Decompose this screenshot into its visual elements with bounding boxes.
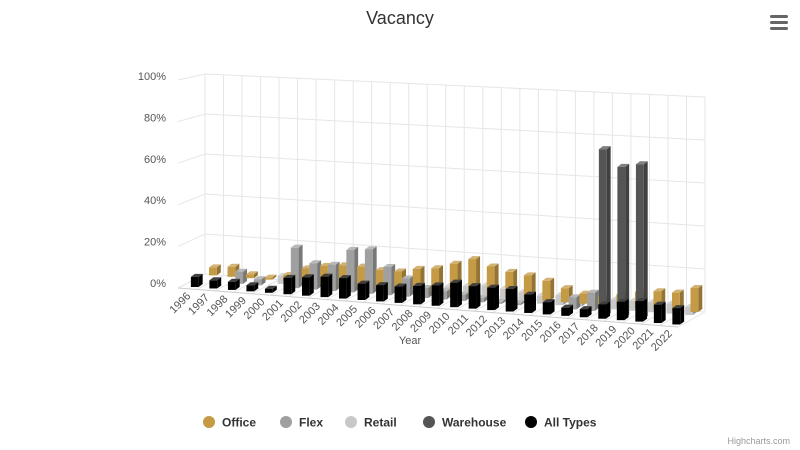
bar-all-types-2006[interactable] [376,282,388,302]
bar-all-types-2011[interactable] [468,283,481,309]
legend-swatch [280,416,292,428]
gridline-side [177,193,206,206]
legend-item-all-types[interactable]: All Types [525,416,597,430]
x-axis-label: Year [399,335,422,347]
bar-warehouse-2019[interactable] [617,163,630,318]
y-tick-label: 40% [144,195,166,207]
legend-item-warehouse[interactable]: Warehouse [423,416,507,430]
legend-swatch [203,416,215,428]
bar-all-types-2007[interactable] [394,283,407,303]
bar-all-types-2021[interactable] [653,301,666,324]
bar-all-types-2012[interactable] [487,284,499,311]
gridline-floor [251,279,280,295]
y-tick-label: 100% [138,71,166,83]
bar-all-types-2020[interactable] [635,298,648,322]
bar-all-types-2013[interactable] [505,286,518,312]
x-axis-line [177,287,679,328]
credits-link[interactable]: Highcharts.com [727,436,790,446]
bar-office-2014[interactable] [542,277,555,301]
bar-all-types-2001[interactable] [283,274,296,295]
bar-office-1998[interactable] [246,271,258,279]
legend-item-retail[interactable]: Retail [345,416,397,430]
bar-flex-1998[interactable] [235,268,248,284]
legend-label: Flex [299,416,323,430]
gridline-floor [677,311,706,328]
legend-label: Office [222,416,256,430]
bar-all-types-2000[interactable] [264,285,277,293]
bar-all-types-2004[interactable] [339,275,351,299]
legend-label: Warehouse [442,416,507,430]
bar-all-types-2022[interactable] [672,305,685,325]
y-axis-ticks: 0% 20% 40% 60% 80% 100% [138,71,166,290]
bar-all-types-2002[interactable] [301,274,314,296]
gridline-side [177,113,206,123]
y-tick-label: 0% [150,278,166,290]
y-tick-label: 60% [144,154,166,166]
legend-swatch [525,416,537,428]
bar-all-types-1999[interactable] [246,282,259,292]
bar-all-types-2009[interactable] [431,282,444,306]
bar-flex-2001[interactable] [290,244,303,289]
bar-flex-2017[interactable] [587,289,599,311]
bar-flex-2016[interactable] [568,294,581,310]
bar-all-types-2005[interactable] [357,280,370,300]
bar-warehouse-2018[interactable] [598,146,611,317]
bar-office-1999[interactable] [264,274,277,280]
bar-all-types-2016[interactable] [561,304,574,316]
bar-all-types-2019[interactable] [616,298,629,321]
bar-flex-2004[interactable] [346,246,359,293]
gridline-back [204,193,706,227]
legend-item-flex[interactable]: Flex [280,416,323,430]
chart-bars [190,146,703,325]
bar-all-types-1997[interactable] [209,277,222,289]
bar-office-1996[interactable] [209,264,221,276]
hamburger-menu-icon[interactable] [770,14,788,30]
legend-label: All Types [544,416,597,430]
bar-warehouse-2020[interactable] [635,161,648,319]
bar-all-types-2010[interactable] [450,279,462,308]
legend-swatch [423,416,435,428]
y-tick-label: 80% [144,112,166,124]
legend: Office Flex Retail Warehouse All Types [203,416,597,430]
gridline-back [204,153,706,184]
legend-swatch [345,416,357,428]
bar-office-2022[interactable] [690,285,703,313]
bar-all-types-2014[interactable] [524,291,536,313]
bar-flex-2005[interactable] [364,246,377,294]
gridline-side [177,153,206,164]
gridline-side [177,233,206,247]
bar-all-types-2008[interactable] [413,282,425,305]
bar-flex-2006[interactable] [383,263,396,296]
bar-all-types-1998[interactable] [227,278,240,290]
legend-item-office[interactable]: Office [203,416,256,430]
bar-all-types-2017[interactable] [579,306,592,318]
gridline-back [204,113,706,141]
bar-all-types-2015[interactable] [542,299,555,315]
bar-all-types-2018[interactable] [598,301,611,319]
y-tick-label: 20% [144,237,166,249]
bar-all-types-1996[interactable] [190,273,203,288]
bar-all-types-2003[interactable] [320,273,333,298]
chart-title: Vacancy [366,8,434,28]
chart-grid [177,73,706,328]
gridline-side [177,73,206,81]
legend-label: Retail [364,416,397,430]
gridline-back [204,73,706,98]
